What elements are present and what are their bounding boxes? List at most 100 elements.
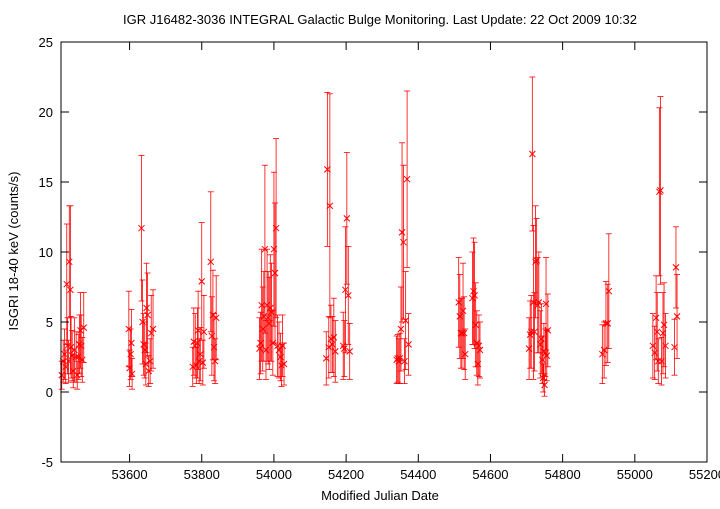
data-point <box>144 311 151 319</box>
data-point <box>471 292 478 299</box>
data-point <box>658 357 665 365</box>
data-point <box>260 313 268 320</box>
chart-title: IGR J16482-3036 INTEGRAL Galactic Bulge … <box>123 12 637 27</box>
data-point <box>662 342 669 350</box>
data-point <box>346 348 354 355</box>
data-point <box>543 352 551 359</box>
data-point <box>400 238 407 246</box>
data-point <box>77 342 85 350</box>
x-tick-label: 54000 <box>256 467 292 482</box>
data-point <box>604 320 612 327</box>
data-point <box>67 286 74 294</box>
data-point <box>657 187 664 194</box>
data-point <box>537 335 545 343</box>
y-tick-label: 25 <box>39 35 53 50</box>
data-layer <box>58 76 681 397</box>
y-tick-label: 10 <box>39 245 53 260</box>
data-point <box>459 307 467 315</box>
data-point <box>127 350 135 358</box>
data-point <box>326 202 334 210</box>
data-point <box>142 360 150 368</box>
data-point <box>403 175 411 183</box>
data-point <box>138 224 145 232</box>
y-tick-label: 5 <box>46 315 53 330</box>
data-point <box>331 348 339 355</box>
data-point <box>660 321 668 329</box>
data-point <box>342 286 349 294</box>
data-point <box>146 357 154 365</box>
x-tick-label: 54400 <box>400 467 436 482</box>
data-point <box>531 328 538 336</box>
data-point <box>544 327 552 334</box>
x-tick-label: 55200 <box>689 467 720 482</box>
x-tick-label: 54800 <box>545 467 581 482</box>
data-point <box>654 357 662 365</box>
data-point <box>198 278 206 285</box>
x-tick-label: 54600 <box>472 467 508 482</box>
data-point <box>61 350 68 358</box>
data-point <box>398 229 406 236</box>
data-point <box>279 342 286 350</box>
data-point <box>143 304 150 312</box>
data-point <box>659 329 667 337</box>
data-point <box>272 224 280 232</box>
data-point <box>268 308 275 316</box>
data-point <box>476 346 484 354</box>
y-tick-label: 20 <box>39 105 53 120</box>
data-point <box>199 359 207 366</box>
data-point <box>673 313 681 320</box>
data-point <box>323 166 331 173</box>
data-point <box>78 356 86 364</box>
data-point <box>80 324 88 331</box>
data-point <box>396 355 404 362</box>
data-point <box>329 341 336 348</box>
data-point <box>541 381 548 389</box>
data-point <box>207 258 215 266</box>
data-point <box>653 328 661 336</box>
data-point <box>266 304 274 312</box>
data-point <box>63 280 71 288</box>
data-point <box>472 321 480 329</box>
data-point <box>128 370 136 378</box>
data-point <box>402 317 410 324</box>
data-point <box>189 363 197 371</box>
data-point <box>460 329 468 337</box>
data-point <box>212 314 220 322</box>
y-axis-label: ISGRI 18-40 keV (counts/s) <box>6 172 21 331</box>
data-point <box>190 338 198 345</box>
y-tick-label: 0 <box>46 385 53 400</box>
data-point <box>344 292 352 299</box>
data-point <box>58 371 66 379</box>
plot-frame <box>60 41 708 463</box>
data-point <box>652 314 660 322</box>
data-point <box>149 325 157 333</box>
data-point <box>672 264 680 271</box>
data-point <box>343 215 351 222</box>
x-tick-label: 55000 <box>617 467 653 482</box>
data-point <box>195 357 203 365</box>
x-tick-label: 53600 <box>111 467 147 482</box>
data-point <box>461 350 469 358</box>
data-point <box>528 150 536 158</box>
y-tick-label: -5 <box>41 455 53 470</box>
data-point <box>535 299 543 306</box>
x-tick-label: 53800 <box>184 467 220 482</box>
data-point <box>405 341 412 348</box>
data-point <box>671 343 678 351</box>
data-point <box>397 325 405 333</box>
x-tick-label: 54200 <box>328 467 364 482</box>
tick-layer: -5 0 5 10 15 20 25 53600 53800 54000 54200 54400 546… <box>39 35 720 482</box>
data-point <box>280 360 288 368</box>
data-point <box>200 328 208 336</box>
x-axis-label: Modified Julian Date <box>321 488 439 503</box>
data-point <box>196 350 204 358</box>
data-point <box>401 357 408 365</box>
data-point <box>605 287 613 295</box>
data-point <box>128 339 135 347</box>
data-point <box>340 345 348 352</box>
data-point <box>475 342 483 350</box>
y-tick-label: 15 <box>39 175 53 190</box>
data-point <box>651 349 659 357</box>
